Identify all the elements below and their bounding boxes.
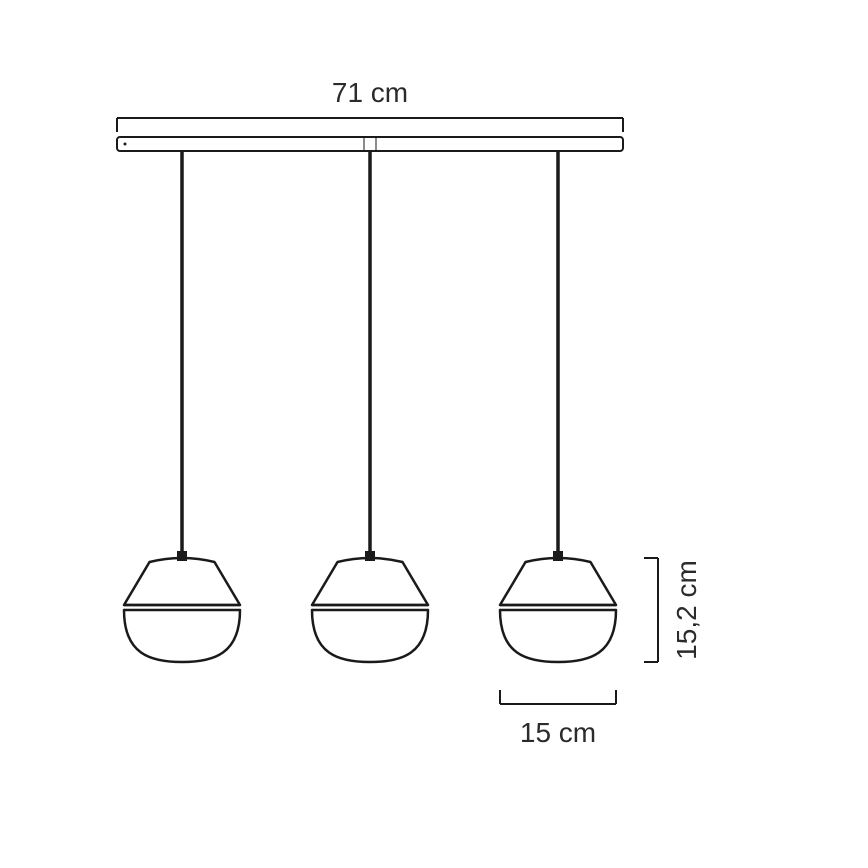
cord-grip <box>365 551 375 561</box>
shade-bowl <box>500 610 616 662</box>
shade-upper <box>312 558 428 605</box>
dim-label-shade-height: 15,2 cm <box>671 560 702 660</box>
canopy-bar <box>117 137 623 151</box>
shade-bowl <box>312 610 428 662</box>
shade-upper <box>500 558 616 605</box>
shade-bowl <box>124 610 240 662</box>
cord-grip <box>177 551 187 561</box>
dim-label-shade-width: 15 cm <box>520 717 596 748</box>
dim-label-width: 71 cm <box>332 77 408 108</box>
mount-mark <box>124 143 127 146</box>
shade-upper <box>124 558 240 605</box>
cord-grip <box>553 551 563 561</box>
